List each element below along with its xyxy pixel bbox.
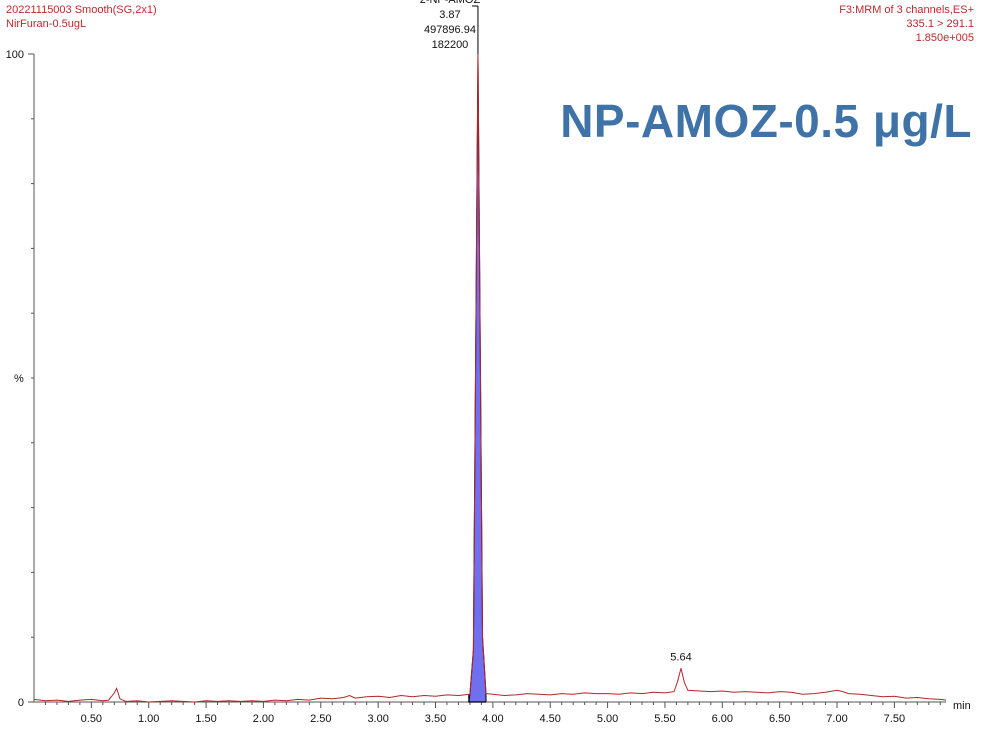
trace-group xyxy=(33,53,947,703)
function-label: F3:MRM of 3 channels,ES+ xyxy=(839,4,974,16)
x-tick-label: 3.50 xyxy=(425,713,446,725)
x-tick-label: 1.00 xyxy=(138,713,159,725)
transition-label: 335.1 > 291.1 xyxy=(906,18,974,30)
x-tick-label: 7.50 xyxy=(884,713,905,725)
x-tick-label: 0.50 xyxy=(81,713,102,725)
x-tick-label: 5.50 xyxy=(654,713,675,725)
x-tick-label: 7.00 xyxy=(826,713,847,725)
x-tick-label: 6.00 xyxy=(712,713,733,725)
peak-annotation-line: 2-NP-AMOZ xyxy=(420,0,481,6)
chart-axes: 0 100% 0.50 1.00 1.50 2.00 2.50 3.00 3.50 4.00 4.5… xyxy=(6,49,971,725)
x-tick-label: 1.50 xyxy=(195,713,216,725)
annotation-group: 2-NP-AMOZ 3.87 497896.94 182200 5.64 xyxy=(420,0,692,663)
x-axis-label: min xyxy=(953,700,971,712)
peak-annotation-line: 3.87 xyxy=(439,9,460,21)
header-right: F3:MRM of 3 channels,ES+ 335.1 > 291.1 1… xyxy=(839,3,974,45)
y-axis-label: % xyxy=(14,373,24,385)
x-tick-label: 3.00 xyxy=(367,713,388,725)
sample-name-label: NirFuran-0.5ugL xyxy=(6,18,87,30)
peak-annotation-line: 497896.94 xyxy=(424,24,476,36)
x-tick-label: 2.50 xyxy=(310,713,331,725)
y-tick-label: 100 xyxy=(6,49,24,61)
run-info-label: 20221115003 Smooth(SG,2x1) xyxy=(6,4,157,16)
x-tick-label: 6.50 xyxy=(769,713,790,725)
chromatogram-trace xyxy=(33,53,947,703)
overlay-title: NP-AMOZ-0.5 μg/L xyxy=(560,95,972,147)
header-left: 20221115003 Smooth(SG,2x1) NirFuran-0.5u… xyxy=(6,3,157,31)
intensity-scale-label: 1.850e+005 xyxy=(915,32,974,44)
peak-annotation-line: 182200 xyxy=(432,39,469,51)
y-tick-label: 0 xyxy=(18,697,24,709)
x-tick-label: 4.00 xyxy=(482,713,503,725)
x-tick-label: 4.50 xyxy=(540,713,561,725)
x-tick-label: 2.00 xyxy=(253,713,274,725)
peak-annotation-line: 5.64 xyxy=(670,651,691,663)
x-tick-label: 5.00 xyxy=(597,713,618,725)
